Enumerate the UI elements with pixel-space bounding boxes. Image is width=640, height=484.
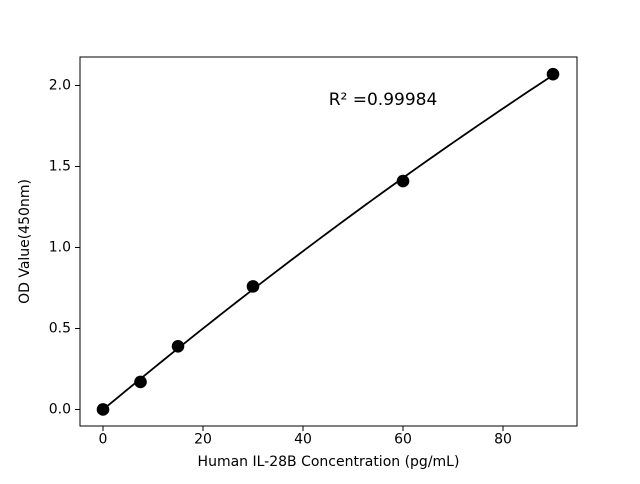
y-tick-label: 1.0 bbox=[49, 239, 71, 255]
data-point-marker bbox=[96, 403, 110, 416]
y-axis-label: OD Value(450nm) bbox=[17, 179, 33, 304]
y-tick-label: 0.0 bbox=[49, 401, 71, 417]
x-axis-label: Human IL-28B Concentration (pg/mL) bbox=[198, 454, 460, 470]
y-tick-label: 0.5 bbox=[49, 320, 71, 336]
r-squared-annotation: R² =0.99984 bbox=[329, 90, 438, 110]
x-tick-label: 40 bbox=[294, 432, 312, 448]
x-tick-label: 60 bbox=[394, 432, 412, 448]
data-point-marker bbox=[546, 67, 560, 81]
x-tick-label: 20 bbox=[194, 432, 212, 448]
y-tick-label: 1.5 bbox=[49, 159, 71, 175]
data-point-marker bbox=[246, 280, 260, 293]
plot-area bbox=[79, 56, 578, 427]
x-tick-label: 0 bbox=[99, 432, 108, 448]
data-point-marker bbox=[134, 375, 147, 389]
x-tick-label: 80 bbox=[494, 432, 512, 448]
y-tick-label: 2.0 bbox=[49, 78, 71, 94]
data-point-marker bbox=[171, 340, 185, 353]
data-point-marker bbox=[396, 174, 410, 188]
